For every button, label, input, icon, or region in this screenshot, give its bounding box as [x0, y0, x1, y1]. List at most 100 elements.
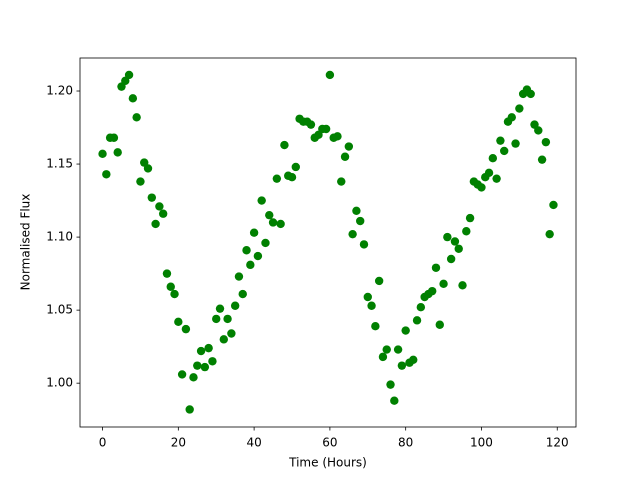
data-point	[227, 329, 236, 338]
data-point	[181, 324, 191, 334]
data-point	[454, 244, 463, 253]
y-axis-label: Normalised Flux	[19, 194, 33, 291]
data-point	[378, 352, 388, 362]
data-point	[499, 146, 509, 156]
data-point	[124, 70, 134, 80]
data-point	[492, 174, 501, 183]
data-point	[193, 361, 202, 370]
x-tick-label: 20	[171, 436, 186, 450]
data-point	[257, 196, 266, 205]
data-point	[541, 137, 551, 147]
data-point	[230, 301, 240, 310]
data-point	[113, 148, 122, 157]
data-point	[280, 140, 289, 150]
data-point	[477, 183, 486, 192]
data-point	[412, 316, 422, 325]
x-axis-label: Time (Hours)	[288, 456, 367, 470]
data-point	[261, 238, 270, 248]
x-tick-label: 80	[398, 436, 413, 450]
x-tick-label: 0	[99, 436, 107, 450]
data-point	[537, 155, 547, 164]
data-point	[204, 343, 213, 353]
data-point	[249, 228, 259, 237]
data-point	[215, 304, 225, 313]
y-tick-label: 1.05	[46, 303, 73, 317]
data-point	[526, 89, 535, 99]
data-point	[162, 269, 172, 278]
data-point	[458, 281, 467, 290]
data-point	[386, 380, 395, 389]
data-point	[265, 210, 274, 220]
data-point	[416, 303, 426, 312]
data-point	[196, 346, 206, 356]
data-point	[534, 126, 543, 135]
data-point	[348, 229, 357, 239]
data-point	[291, 162, 300, 172]
data-point	[185, 405, 194, 414]
data-point	[431, 263, 441, 272]
data-point	[102, 170, 111, 179]
data-point	[549, 200, 558, 210]
data-point	[223, 314, 232, 324]
data-point	[462, 227, 471, 236]
data-point	[507, 113, 516, 122]
data-point	[359, 240, 369, 249]
data-point	[170, 289, 179, 299]
data-point	[484, 168, 494, 178]
data-point	[511, 139, 520, 148]
data-point	[515, 104, 524, 113]
data-point	[325, 70, 335, 80]
data-point	[132, 113, 141, 122]
data-point	[496, 136, 505, 145]
data-point	[306, 120, 316, 129]
data-point	[174, 317, 183, 327]
data-point	[234, 272, 244, 281]
x-tick-label: 100	[470, 436, 493, 450]
data-point	[238, 289, 247, 299]
data-point	[367, 301, 376, 310]
data-point	[356, 216, 365, 226]
data-point	[158, 209, 168, 218]
x-tick-label: 120	[546, 436, 569, 450]
data-point	[450, 237, 460, 246]
data-point	[545, 229, 554, 239]
data-point	[333, 132, 342, 141]
data-point	[465, 213, 475, 223]
data-point	[200, 362, 210, 372]
data-point	[488, 154, 498, 163]
data-point	[219, 335, 228, 344]
y-tick-label: 1.00	[46, 376, 73, 390]
x-tick-label: 60	[322, 436, 337, 450]
data-point	[409, 355, 418, 365]
data-point	[397, 361, 407, 370]
data-point	[337, 177, 346, 186]
y-tick-label: 1.15	[46, 157, 73, 171]
y-tick-label: 1.20	[46, 84, 73, 98]
data-point	[151, 219, 160, 229]
data-point	[443, 232, 452, 242]
data-point	[287, 173, 297, 182]
data-point	[344, 142, 354, 151]
data-point	[136, 177, 145, 186]
data-point	[321, 124, 331, 134]
data-point	[363, 292, 372, 302]
data-point	[109, 133, 119, 142]
data-point	[439, 279, 448, 289]
data-point	[371, 322, 380, 331]
data-point	[155, 202, 164, 211]
data-point	[382, 345, 391, 354]
data-point	[177, 370, 187, 379]
data-point	[246, 260, 255, 270]
data-point	[276, 219, 285, 229]
data-point	[128, 94, 138, 103]
data-point	[147, 193, 157, 202]
x-tick-label: 40	[246, 436, 261, 450]
data-point	[435, 320, 444, 329]
data-point	[98, 149, 107, 159]
data-point	[212, 314, 221, 324]
data-point	[143, 164, 153, 173]
data-point	[428, 286, 437, 296]
